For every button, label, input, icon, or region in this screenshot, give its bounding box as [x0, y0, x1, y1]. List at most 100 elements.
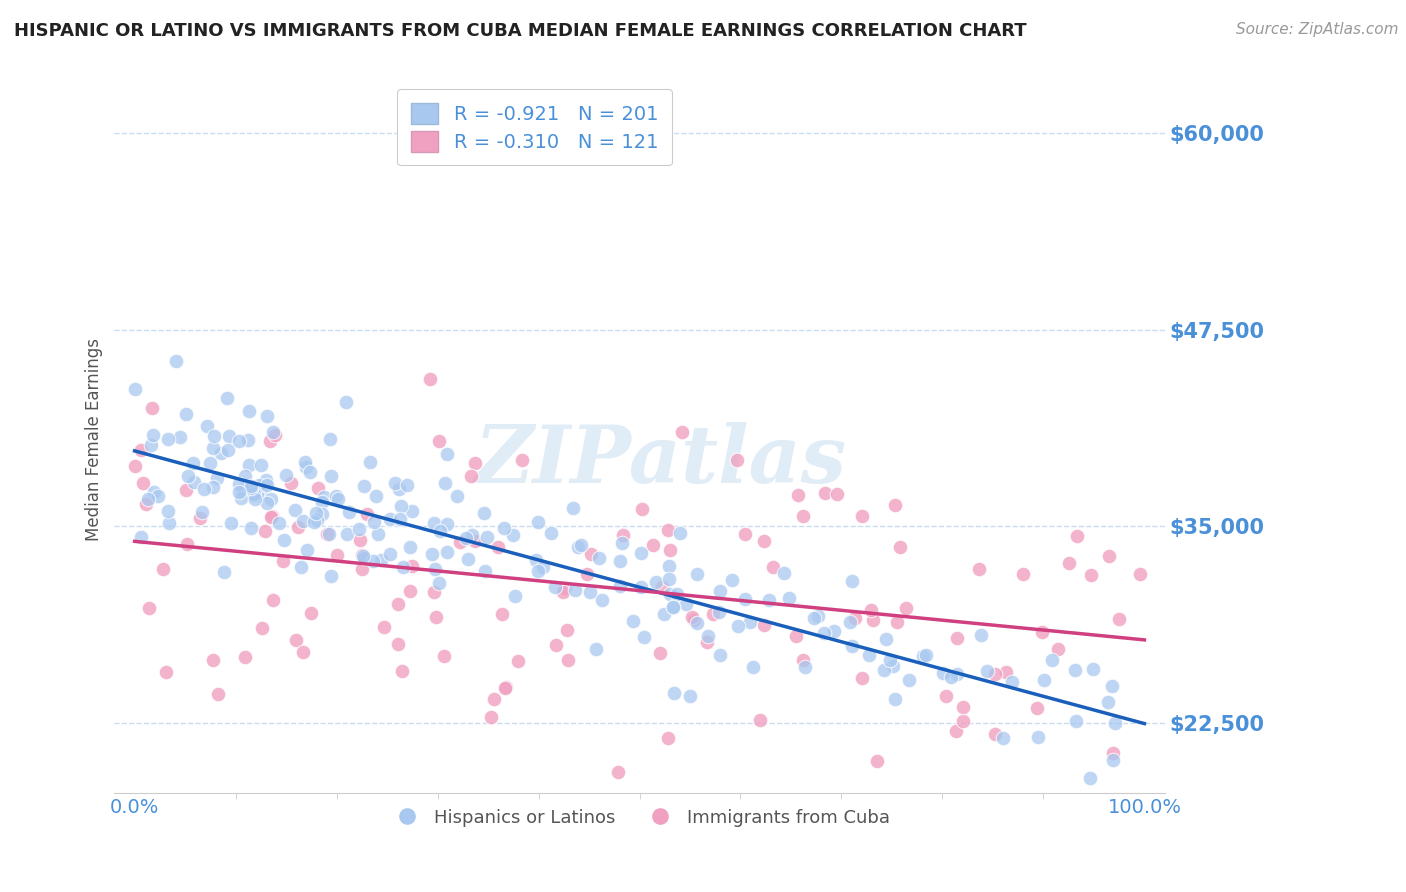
Point: [188, 510, 211, 524]
Point: [425, 610, 447, 624]
Point: [243, 492, 266, 507]
Point: [851, 671, 873, 685]
Point: [176, 536, 198, 550]
Point: [939, 670, 962, 684]
Point: [262, 509, 284, 524]
Point: [319, 569, 342, 583]
Point: [423, 562, 446, 576]
Point: [387, 637, 409, 651]
Point: [259, 491, 281, 506]
Point: [233, 469, 256, 483]
Point: [946, 631, 969, 645]
Point: [475, 530, 498, 544]
Point: [772, 566, 794, 581]
Point: [494, 681, 516, 696]
Point: [671, 425, 693, 440]
Point: [696, 635, 718, 649]
Point: [486, 540, 509, 554]
Point: [436, 447, 458, 461]
Point: [142, 428, 165, 442]
Point: [176, 407, 198, 421]
Point: [1064, 714, 1087, 729]
Point: [215, 391, 238, 405]
Point: [481, 710, 503, 724]
Point: [231, 491, 253, 505]
Point: [1101, 679, 1123, 693]
Point: [157, 516, 180, 530]
Point: [995, 665, 1018, 680]
Point: [378, 512, 401, 526]
Point: [326, 491, 349, 506]
Point: [659, 587, 682, 601]
Point: [503, 589, 526, 603]
Point: [1104, 715, 1126, 730]
Point: [239, 521, 262, 535]
Point: [734, 591, 756, 606]
Point: [567, 541, 589, 555]
Point: [460, 469, 482, 483]
Point: [1080, 567, 1102, 582]
Point: [851, 509, 873, 524]
Point: [353, 550, 375, 565]
Point: [970, 628, 993, 642]
Point: [138, 601, 160, 615]
Point: [524, 552, 547, 566]
Point: [446, 489, 468, 503]
Point: [284, 502, 307, 516]
Legend: Hispanics or Latinos, Immigrants from Cuba: Hispanics or Latinos, Immigrants from Cu…: [381, 801, 897, 834]
Point: [841, 640, 863, 654]
Point: [141, 438, 163, 452]
Point: [683, 614, 706, 628]
Point: [271, 553, 294, 567]
Point: [337, 505, 360, 519]
Point: [569, 538, 592, 552]
Point: [544, 638, 567, 652]
Point: [686, 615, 709, 630]
Point: [561, 500, 583, 515]
Point: [378, 548, 401, 562]
Point: [292, 514, 315, 528]
Point: [491, 607, 513, 621]
Point: [461, 528, 484, 542]
Point: [273, 533, 295, 547]
Point: [181, 456, 204, 470]
Point: [554, 581, 576, 595]
Point: [984, 667, 1007, 681]
Point: [124, 458, 146, 473]
Point: [146, 489, 169, 503]
Point: [359, 455, 381, 469]
Point: [952, 699, 974, 714]
Point: [609, 554, 631, 568]
Point: [914, 648, 936, 663]
Text: Source: ZipAtlas.com: Source: ZipAtlas.com: [1236, 22, 1399, 37]
Point: [725, 453, 748, 467]
Point: [307, 481, 329, 495]
Point: [464, 533, 486, 548]
Point: [652, 607, 675, 622]
Point: [1033, 673, 1056, 687]
Point: [709, 648, 731, 662]
Point: [347, 522, 370, 536]
Point: [205, 471, 228, 485]
Point: [321, 468, 343, 483]
Point: [349, 533, 371, 547]
Point: [250, 486, 273, 500]
Point: [233, 650, 256, 665]
Point: [664, 686, 686, 700]
Point: [423, 585, 446, 599]
Point: [249, 458, 271, 473]
Point: [336, 527, 359, 541]
Point: [191, 505, 214, 519]
Point: [318, 527, 340, 541]
Point: [256, 478, 278, 492]
Point: [1066, 529, 1088, 543]
Y-axis label: Median Female Earnings: Median Female Earnings: [86, 338, 103, 541]
Point: [384, 475, 406, 490]
Point: [1098, 549, 1121, 563]
Point: [245, 485, 267, 500]
Point: [165, 353, 187, 368]
Point: [129, 530, 152, 544]
Point: [401, 503, 423, 517]
Point: [984, 727, 1007, 741]
Point: [373, 620, 395, 634]
